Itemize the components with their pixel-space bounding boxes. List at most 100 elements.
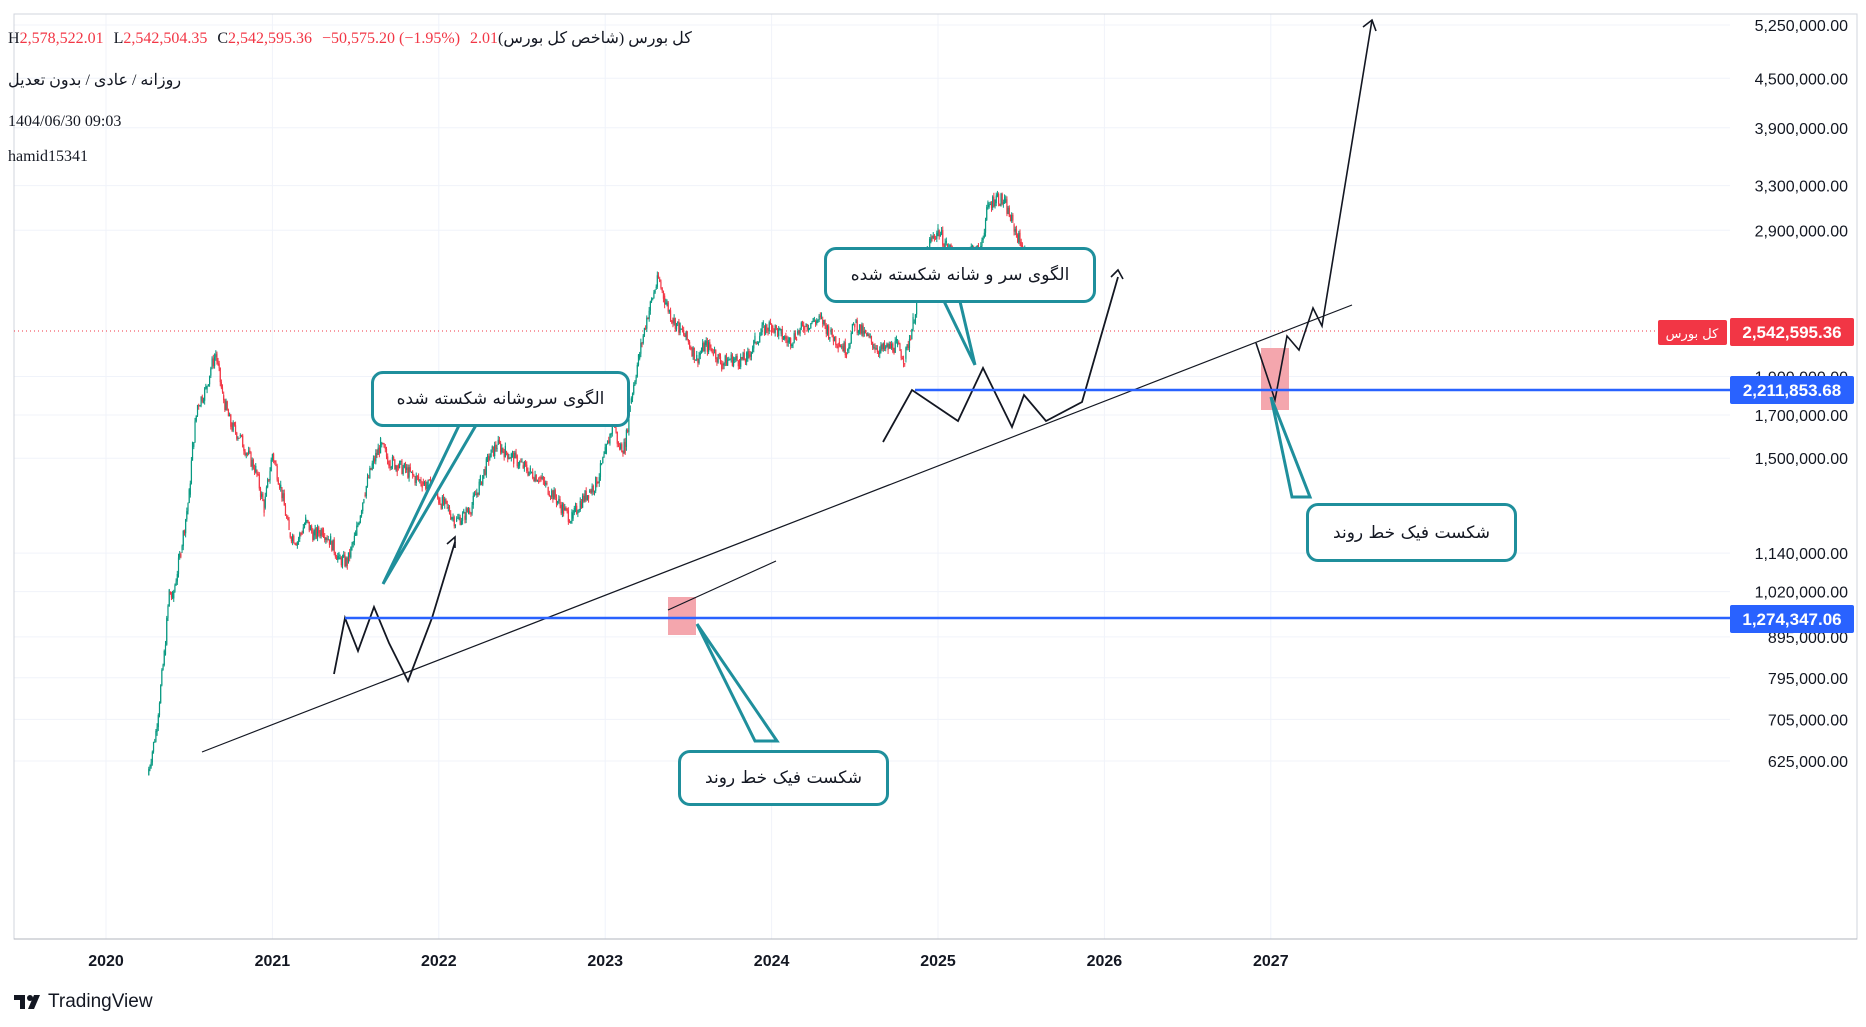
candle-body bbox=[833, 336, 836, 342]
candle-body bbox=[191, 442, 194, 461]
candle-body bbox=[622, 452, 624, 454]
candle-body bbox=[818, 315, 820, 320]
candle-body bbox=[988, 204, 990, 208]
candle-body bbox=[211, 358, 213, 368]
candle-body bbox=[210, 368, 212, 376]
candle-body bbox=[230, 414, 232, 427]
candle-body bbox=[509, 457, 511, 459]
candle-body bbox=[480, 482, 483, 485]
candle-body bbox=[656, 275, 658, 287]
last-price-symbol-label: کل بورس bbox=[1666, 327, 1719, 342]
candle-body bbox=[505, 451, 508, 453]
zigzag-pattern-1 bbox=[333, 541, 456, 684]
candle-body bbox=[937, 228, 939, 233]
y-tick-label: 705,000.00 bbox=[1768, 712, 1848, 729]
candle-body bbox=[232, 422, 234, 431]
candle-body bbox=[261, 493, 263, 497]
candle-body bbox=[413, 475, 415, 477]
candle-body bbox=[669, 310, 672, 321]
candle-body bbox=[473, 494, 476, 496]
candle-body bbox=[905, 347, 907, 359]
tradingview-logo-icon bbox=[14, 995, 40, 1009]
candle-body bbox=[887, 344, 889, 351]
candle-body bbox=[589, 490, 591, 493]
candle-body bbox=[456, 518, 458, 522]
candle-body bbox=[780, 329, 782, 334]
candle-body bbox=[175, 581, 177, 586]
candle-body bbox=[379, 438, 382, 454]
candle-body bbox=[513, 453, 515, 464]
candle-body bbox=[906, 344, 908, 348]
y-tick-label: 1,500,000.00 bbox=[1755, 451, 1849, 468]
candle-body bbox=[148, 769, 150, 776]
candle-body bbox=[1012, 214, 1014, 221]
candle-body bbox=[896, 342, 899, 346]
candle-body bbox=[181, 546, 183, 551]
candle-body bbox=[374, 458, 376, 462]
candle-body bbox=[245, 453, 247, 456]
candle-body bbox=[788, 337, 791, 342]
candle-body bbox=[868, 334, 870, 337]
candle-body bbox=[863, 330, 865, 334]
trendline-main bbox=[201, 304, 1353, 753]
candle-body bbox=[883, 343, 886, 349]
candle-body bbox=[249, 450, 251, 453]
candle-body bbox=[799, 327, 801, 334]
candle-body bbox=[667, 302, 669, 312]
symbol-name[interactable]: کل بورس (شاخص کل بورس) bbox=[498, 30, 692, 47]
candle-body bbox=[417, 476, 420, 480]
candle-body bbox=[785, 336, 787, 340]
candle-body bbox=[309, 526, 312, 531]
time-axis[interactable]: 2020 2021 2022 2023 2024 2025 2026 2027 bbox=[88, 953, 1288, 970]
candle-body bbox=[338, 553, 340, 556]
candle-body bbox=[288, 519, 290, 531]
candle-body bbox=[654, 290, 656, 293]
candle-body bbox=[694, 359, 697, 361]
x-tick-label: 2022 bbox=[421, 953, 457, 970]
candle-body bbox=[234, 425, 237, 433]
candle-body bbox=[330, 536, 332, 545]
candle-body bbox=[930, 237, 932, 243]
candle-body bbox=[816, 320, 818, 324]
candle-body bbox=[522, 465, 524, 468]
candle-body bbox=[1000, 193, 1002, 206]
candle-body bbox=[744, 360, 747, 363]
close-key: C bbox=[217, 30, 229, 47]
callout-pointer-2 bbox=[937, 291, 977, 366]
candle-body bbox=[283, 493, 285, 506]
candle-body bbox=[510, 453, 512, 459]
candle-body bbox=[251, 459, 253, 467]
candle-body bbox=[382, 443, 384, 445]
candle-body bbox=[741, 357, 743, 359]
tradingview-logo[interactable]: TradingView bbox=[14, 991, 153, 1013]
candle-body bbox=[686, 331, 688, 340]
candle-body bbox=[839, 346, 842, 348]
candle-body bbox=[551, 490, 553, 497]
candle-body bbox=[271, 454, 273, 460]
candle-body bbox=[516, 455, 518, 467]
last-price-value-box bbox=[1730, 318, 1854, 346]
candle-body bbox=[533, 478, 535, 482]
candle-body bbox=[944, 242, 946, 247]
candle-body bbox=[216, 353, 218, 362]
x-tick-label: 2021 bbox=[255, 953, 291, 970]
candle-body bbox=[442, 496, 445, 505]
candle-body bbox=[702, 343, 704, 351]
candle-body bbox=[219, 367, 221, 383]
candle-body bbox=[801, 322, 804, 326]
candle-body bbox=[479, 475, 481, 482]
candle-body bbox=[703, 343, 705, 352]
candle-body bbox=[532, 471, 534, 479]
candle-body bbox=[416, 475, 419, 477]
candle-body bbox=[596, 477, 598, 487]
candle-body bbox=[151, 751, 153, 763]
candle-body bbox=[553, 489, 555, 500]
candle-body bbox=[645, 328, 647, 330]
candle-body bbox=[717, 354, 719, 363]
candle-body bbox=[719, 356, 722, 364]
candle-body bbox=[534, 474, 536, 482]
candle-body bbox=[169, 591, 171, 595]
plot-frame bbox=[13, 13, 1858, 940]
candle-body bbox=[675, 323, 678, 330]
